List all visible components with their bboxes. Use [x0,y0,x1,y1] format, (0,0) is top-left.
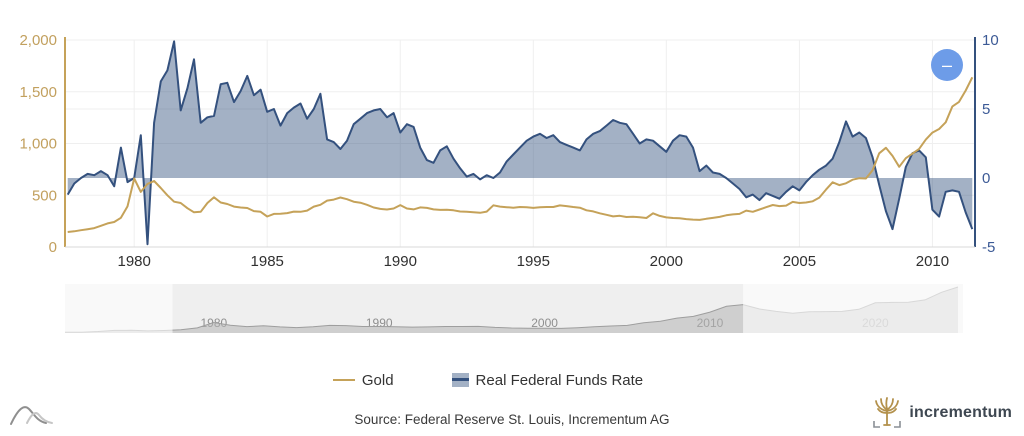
svg-text:10: 10 [982,32,999,49]
axis-labels: 0 500 1,000 1,500 2,000 -5 0 5 10 1980 1985 1990 199… [19,32,998,270]
brand-logo: incrementum [872,397,1012,429]
gold-line-marker-icon [332,379,355,381]
source-text: Source: Federal Reserve St. Louis, Incre… [354,412,670,427]
svg-text:1980: 1980 [117,253,150,270]
navigator-mask-right[interactable] [743,284,963,333]
svg-text:2005: 2005 [783,253,816,270]
legend: Gold Real Federal Funds Rate [0,369,1000,391]
navigator-window[interactable] [172,284,743,333]
range-navigator[interactable]: 19801990200020102020 [0,280,1024,340]
svg-text:2000: 2000 [531,316,558,330]
minus-icon: – [941,55,952,75]
axis-lines [64,37,976,248]
svg-text:1985: 1985 [251,253,284,270]
svg-text:1995: 1995 [517,253,550,270]
legend-item-gold[interactable]: Gold [332,371,394,389]
svg-text:0: 0 [982,170,990,187]
main-chart: 0 500 1,000 1,500 2,000 -5 0 5 10 1980 1985 1990 199… [19,32,998,270]
series-plots [66,40,974,246]
legend-label-gold: Gold [361,371,394,389]
svg-text:2010: 2010 [916,253,949,270]
svg-text:500: 500 [32,187,57,204]
navigator-masks[interactable] [65,284,963,333]
svg-text:-5: -5 [982,239,995,256]
area-swatch-marker-icon [451,373,469,387]
brand-wordmark: incrementum [909,404,1012,421]
collapse-button[interactable]: – [931,49,963,81]
legend-label-real-ffr: Real Federal Funds Rate [475,371,644,389]
navigator-mask-left[interactable] [65,284,173,333]
svg-text:0: 0 [49,239,57,256]
svg-text:1990: 1990 [384,253,417,270]
svg-text:2000: 2000 [650,253,683,270]
gold-tree-icon [873,397,902,428]
svg-text:1,500: 1,500 [19,84,57,101]
legend-item-real-ffr[interactable]: Real Federal Funds Rate [451,371,644,389]
svg-text:5: 5 [982,101,990,118]
svg-text:1,000: 1,000 [19,136,57,153]
mountain-curves-icon [10,406,53,425]
svg-text:2,000: 2,000 [19,32,57,49]
gridlines [65,39,975,247]
